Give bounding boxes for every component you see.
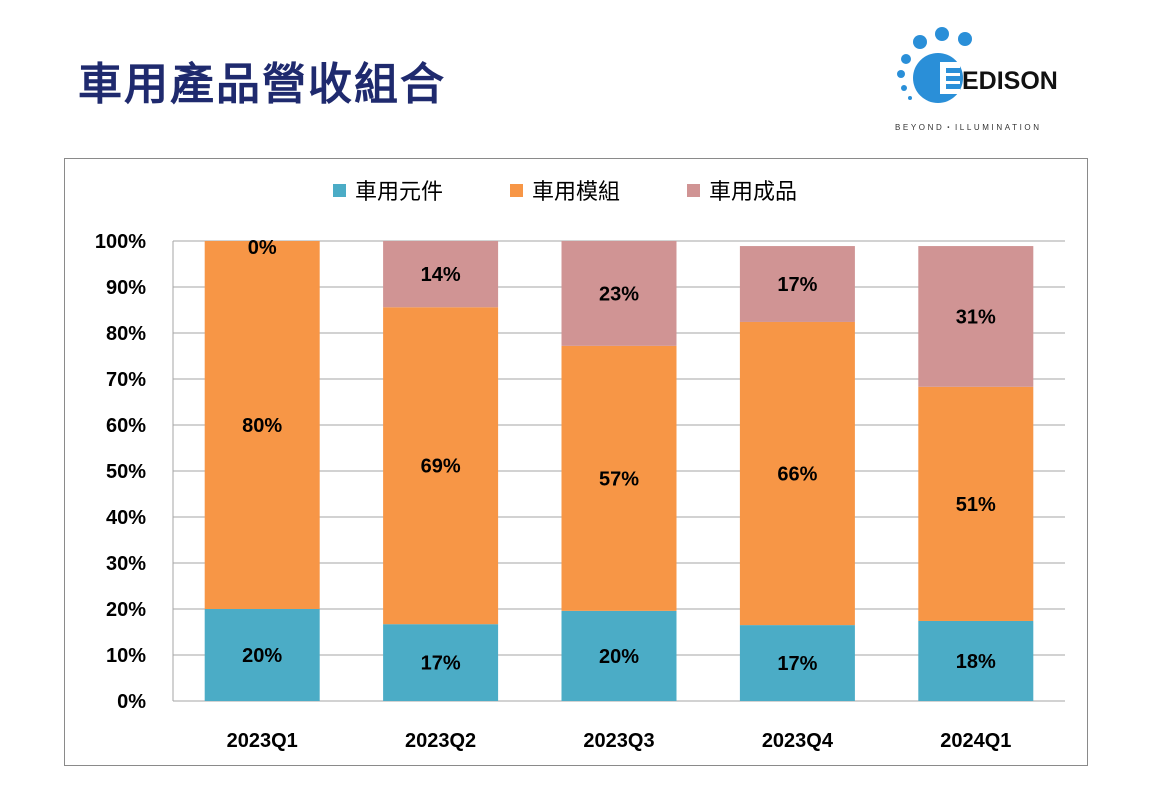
legend-label: 車用元件 — [355, 179, 443, 204]
logo-dot — [958, 32, 972, 46]
bar-segment — [918, 386, 1034, 621]
data-label: 31% — [956, 306, 996, 328]
legend-swatch — [687, 184, 700, 197]
data-label: 80% — [242, 415, 282, 437]
x-tick-label: 2023Q1 — [227, 730, 298, 752]
y-tick-label: 60% — [106, 415, 146, 437]
y-tick-label: 40% — [106, 507, 146, 529]
y-tick-label: 70% — [106, 369, 146, 391]
logo-dot — [901, 54, 911, 64]
data-label: 66% — [777, 464, 817, 486]
bar-segment — [383, 624, 499, 701]
bar-segment — [561, 345, 677, 611]
logo-name: EDISON — [962, 67, 1058, 95]
y-tick-label: 10% — [106, 645, 146, 667]
data-label: 69% — [421, 456, 461, 478]
data-label: 17% — [777, 274, 817, 296]
bar-segment — [918, 620, 1034, 701]
logo-dot — [897, 70, 905, 78]
legend-label: 車用模組 — [532, 179, 620, 204]
logo-tagline: BEYOND・ILLUMINATION — [895, 123, 1042, 132]
x-tick-label: 2023Q2 — [405, 730, 476, 752]
data-label: 17% — [777, 653, 817, 675]
bar-segment — [918, 246, 1034, 387]
y-tick-label: 0% — [117, 691, 146, 713]
x-tick-label: 2023Q4 — [762, 730, 834, 752]
y-tick-label: 50% — [106, 461, 146, 483]
logo-dot — [908, 96, 912, 100]
bar-segment — [561, 241, 677, 346]
data-label: 23% — [599, 283, 639, 305]
logo-dot — [913, 35, 927, 49]
data-label: 0% — [248, 237, 277, 259]
legend-swatch — [333, 184, 346, 197]
edison-logo: EDISON BEYOND・ILLUMINATION — [895, 27, 1058, 132]
x-tick-label: 2024Q1 — [940, 730, 1011, 752]
page-title: 車用產品營收組合 — [78, 59, 446, 110]
bar-segment — [383, 307, 499, 625]
data-label: 20% — [242, 645, 282, 667]
data-label: 57% — [599, 468, 639, 490]
y-tick-label: 20% — [106, 599, 146, 621]
bar-segment — [561, 610, 677, 701]
y-tick-label: 30% — [106, 553, 146, 575]
logo-dot — [901, 85, 907, 91]
x-tick-label: 2023Q3 — [583, 730, 654, 752]
data-label: 14% — [421, 264, 461, 286]
data-label: 17% — [421, 653, 461, 675]
bar-segment — [204, 609, 320, 701]
data-label: 51% — [956, 494, 996, 516]
y-tick-label: 100% — [95, 231, 146, 253]
chart-frame — [64, 158, 1088, 766]
bar-segment — [383, 241, 499, 308]
bar-segment — [739, 246, 855, 322]
y-tick-label: 80% — [106, 323, 146, 345]
y-tick-label: 90% — [106, 277, 146, 299]
bar-segment — [739, 625, 855, 701]
logo-dot — [935, 27, 949, 41]
data-label: 18% — [956, 651, 996, 673]
legend-label: 車用成品 — [709, 179, 797, 204]
bar-segment — [739, 321, 855, 626]
legend-swatch — [510, 184, 523, 197]
data-label: 20% — [599, 646, 639, 668]
bar-segment — [204, 241, 320, 609]
